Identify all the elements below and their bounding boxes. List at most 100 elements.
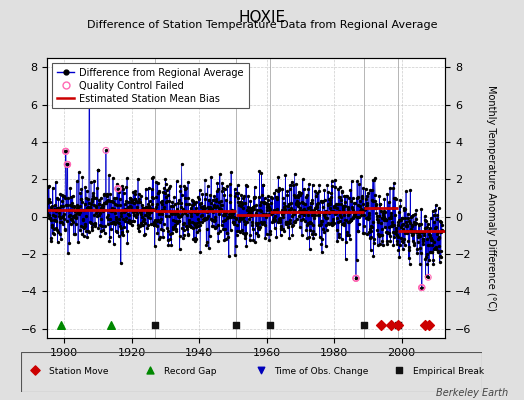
Point bbox=[379, 210, 387, 216]
Point bbox=[383, 238, 391, 244]
Point bbox=[434, 247, 443, 254]
Point bbox=[357, 173, 365, 180]
Point bbox=[403, 214, 412, 221]
Point bbox=[413, 234, 422, 240]
Point bbox=[396, 203, 404, 210]
Point bbox=[435, 258, 444, 265]
Point bbox=[433, 216, 441, 222]
Point bbox=[434, 248, 442, 255]
Point bbox=[107, 220, 115, 226]
Point bbox=[353, 178, 361, 184]
Point bbox=[361, 204, 369, 211]
Point bbox=[83, 204, 92, 210]
Point bbox=[309, 235, 318, 241]
Point bbox=[293, 193, 301, 199]
Point bbox=[242, 243, 250, 249]
Point bbox=[148, 186, 156, 192]
Point bbox=[294, 188, 303, 195]
Point bbox=[63, 161, 71, 168]
Point bbox=[298, 232, 306, 238]
Point bbox=[226, 214, 235, 220]
Point bbox=[343, 232, 351, 238]
Point bbox=[435, 235, 443, 241]
Point bbox=[274, 218, 282, 225]
Point bbox=[386, 232, 394, 239]
Point bbox=[150, 218, 158, 225]
Point bbox=[126, 220, 134, 226]
Point bbox=[109, 198, 117, 205]
Point bbox=[236, 198, 245, 205]
Point bbox=[157, 199, 165, 206]
Point bbox=[209, 217, 217, 224]
Point bbox=[424, 322, 433, 328]
Point bbox=[200, 216, 209, 222]
Point bbox=[362, 186, 370, 192]
Point bbox=[296, 191, 304, 198]
Point bbox=[58, 192, 67, 198]
Point bbox=[129, 200, 138, 206]
Point bbox=[81, 220, 90, 227]
Point bbox=[411, 229, 420, 235]
Point bbox=[306, 218, 314, 225]
Point bbox=[209, 208, 217, 215]
Point bbox=[432, 224, 441, 230]
Point bbox=[51, 212, 60, 219]
Point bbox=[268, 195, 276, 202]
Point bbox=[305, 181, 313, 187]
Point bbox=[117, 260, 125, 266]
Point bbox=[160, 184, 168, 191]
Point bbox=[133, 207, 141, 214]
Point bbox=[60, 192, 68, 199]
Point bbox=[393, 232, 401, 238]
Point bbox=[307, 220, 315, 226]
Point bbox=[81, 223, 89, 229]
Point bbox=[370, 236, 378, 242]
Point bbox=[395, 367, 403, 373]
Point bbox=[152, 194, 160, 200]
Point bbox=[324, 196, 333, 202]
Point bbox=[240, 193, 248, 200]
Point bbox=[317, 241, 325, 247]
Point bbox=[345, 195, 353, 202]
Point bbox=[69, 213, 78, 220]
Point bbox=[111, 195, 119, 201]
Point bbox=[47, 217, 56, 223]
Point bbox=[298, 200, 307, 207]
Point bbox=[163, 237, 172, 243]
Point bbox=[320, 187, 329, 193]
Point bbox=[289, 219, 298, 225]
Point bbox=[44, 212, 52, 218]
Point bbox=[143, 225, 151, 231]
Point bbox=[371, 205, 379, 212]
Point bbox=[219, 225, 227, 232]
Point bbox=[413, 250, 421, 256]
Point bbox=[125, 216, 133, 223]
Point bbox=[85, 83, 94, 89]
Point bbox=[145, 210, 153, 217]
Point bbox=[165, 198, 173, 204]
Point bbox=[178, 211, 187, 218]
Point bbox=[159, 204, 168, 210]
Point bbox=[74, 209, 82, 216]
Point bbox=[52, 208, 60, 214]
Point bbox=[80, 225, 89, 231]
Point bbox=[433, 236, 442, 242]
Point bbox=[300, 186, 308, 192]
Point bbox=[57, 203, 66, 209]
Point bbox=[355, 221, 363, 228]
Point bbox=[365, 214, 373, 221]
Point bbox=[85, 83, 93, 89]
Point bbox=[318, 199, 326, 205]
Point bbox=[377, 232, 385, 238]
Point bbox=[236, 214, 244, 220]
Point bbox=[243, 218, 252, 225]
Point bbox=[334, 186, 343, 192]
Point bbox=[196, 248, 204, 255]
Point bbox=[303, 220, 312, 226]
Point bbox=[329, 208, 337, 214]
Point bbox=[427, 215, 435, 221]
Point bbox=[177, 204, 185, 211]
Point bbox=[415, 231, 423, 237]
Point bbox=[438, 222, 446, 228]
Point bbox=[263, 204, 271, 210]
